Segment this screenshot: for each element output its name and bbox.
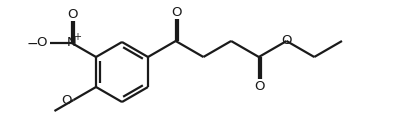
- Text: O: O: [281, 34, 292, 47]
- Text: O: O: [61, 94, 72, 107]
- Text: O: O: [255, 79, 265, 92]
- Text: O: O: [68, 7, 78, 21]
- Text: +: +: [73, 33, 81, 43]
- Text: O: O: [171, 6, 182, 18]
- Text: −: −: [27, 37, 38, 51]
- Text: N: N: [67, 36, 77, 50]
- Text: O: O: [36, 36, 47, 50]
